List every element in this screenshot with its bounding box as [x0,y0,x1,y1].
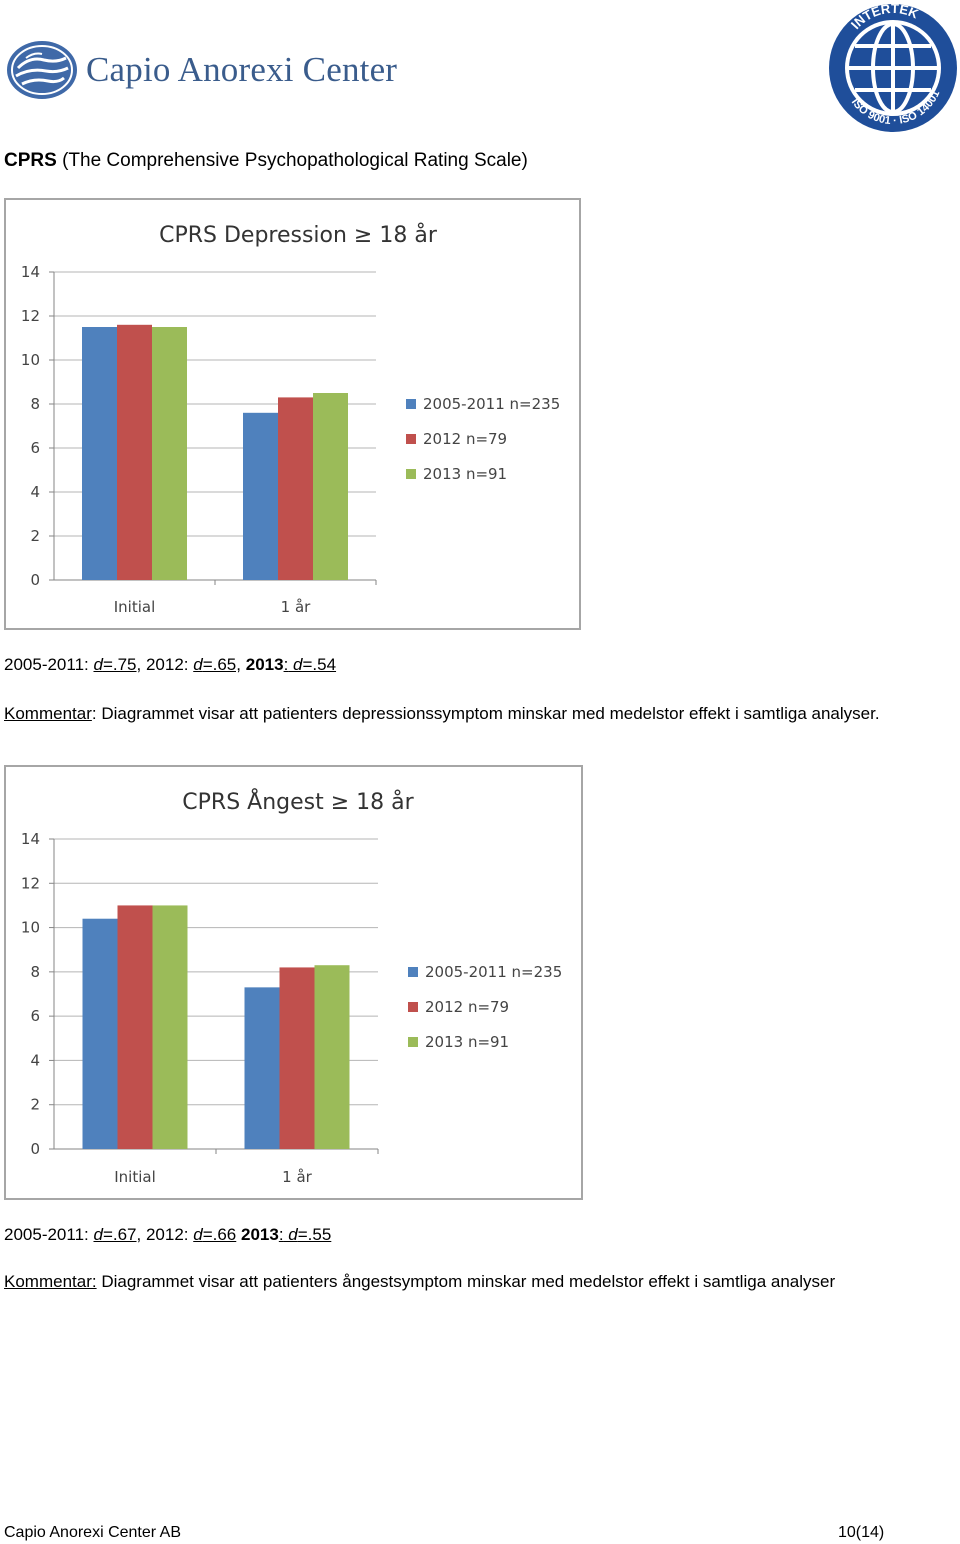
legend-label: 2005-2011 n=235 [425,963,562,981]
y-tick-label: 14 [21,263,40,281]
legend-label: 2012 n=79 [423,430,507,448]
chart-title: CPRS Ångest ≥ 18 år [182,788,414,815]
y-tick-label: 6 [30,439,40,457]
effect-sizes-depression: 2005-2011: d=.75, 2012: d=.65, 2013: d=.… [4,655,337,674]
brand-name: Capio Anorexi Center [86,50,398,89]
capio-hand-icon [7,41,77,99]
bar [82,918,118,1149]
legend-label: 2005-2011 n=235 [423,395,560,413]
legend-swatch [406,399,416,409]
bar [117,905,153,1149]
comment-text: Diagrammet visar att patienters ångestsy… [96,1272,836,1291]
y-tick-label: 4 [30,483,40,501]
x-tick-label: 1 år [282,1168,313,1186]
chart-depression: CPRS Depression ≥ 18 år 0 2 4 6 8 10 12 14 Initia… [4,198,581,630]
x-tick-label: Initial [114,598,156,616]
bar [82,327,117,580]
heading-abbr: CPRS [4,150,57,171]
y-tick-label: 8 [30,963,40,981]
comment-label: Kommentar [4,704,92,723]
comment-anxiety: Kommentar: Diagrammet visar att patiente… [4,1270,894,1293]
footer-company: Capio Anorexi Center AB [4,1524,181,1541]
bar [152,905,188,1149]
chart-depression-svg: CPRS Depression ≥ 18 år 0 2 4 6 8 10 12 14 Initia… [21,222,560,616]
capio-logo: Capio Anorexi Center [2,36,422,104]
legend-swatch [408,1037,418,1047]
section-heading: CPRS (The Comprehensive Psychopathologic… [4,150,528,172]
comment-depression: Kommentar: Diagrammet visar att patiente… [4,702,894,725]
comment-text: : Diagrammet visar att patienters depres… [91,704,880,723]
bar [244,987,280,1149]
chart-title: CPRS Depression ≥ 18 år [159,222,438,248]
x-tick-label: Initial [114,1168,156,1186]
bar [278,397,313,580]
legend-swatch [408,1002,418,1012]
legend-label: 2012 n=79 [425,998,509,1016]
y-tick-label: 12 [21,874,40,892]
y-tick-label: 2 [30,1096,40,1114]
intertek-globe-icon: INTERTEK ISO 9001 · ISO 14001 [829,1,957,132]
chart-anxiety-svg: CPRS Ångest ≥ 18 år 0 2 4 6 8 10 12 14 Initial 1 å… [21,788,562,1186]
heading-full: (The Comprehensive Psychopathological Ra… [56,150,528,171]
comment-label: Kommentar: [4,1272,97,1291]
effect-sizes-anxiety: 2005-2011: d=.67, 2012: d=.66 2013: d=.5… [4,1225,332,1244]
intertek-iso-logo: INTERTEK ISO 9001 · ISO 14001 [826,0,960,140]
x-tick-label: 1 år [281,598,312,616]
y-tick-label: 0 [30,571,40,589]
y-tick-label: 8 [30,395,40,413]
bar [314,965,350,1149]
y-tick-label: 14 [21,830,40,848]
bar [152,327,187,580]
legend-label: 2013 n=91 [425,1033,509,1051]
y-tick-label: 10 [21,919,40,937]
y-tick-label: 12 [21,307,40,325]
y-tick-label: 0 [30,1140,40,1158]
legend-label: 2013 n=91 [423,465,507,483]
y-tick-label: 4 [30,1051,40,1069]
legend-swatch [408,967,418,977]
footer-page-number: 10(14) [838,1524,885,1541]
legend-swatch [406,469,416,479]
chart-anxiety: CPRS Ångest ≥ 18 år 0 2 4 6 8 10 12 14 Initial 1 å… [4,765,583,1200]
bar [243,412,278,580]
bar [117,324,152,580]
y-tick-label: 6 [30,1007,40,1025]
y-tick-label: 10 [21,351,40,369]
legend-swatch [406,434,416,444]
y-tick-label: 2 [30,527,40,545]
bar [313,393,348,580]
bar [279,967,315,1149]
